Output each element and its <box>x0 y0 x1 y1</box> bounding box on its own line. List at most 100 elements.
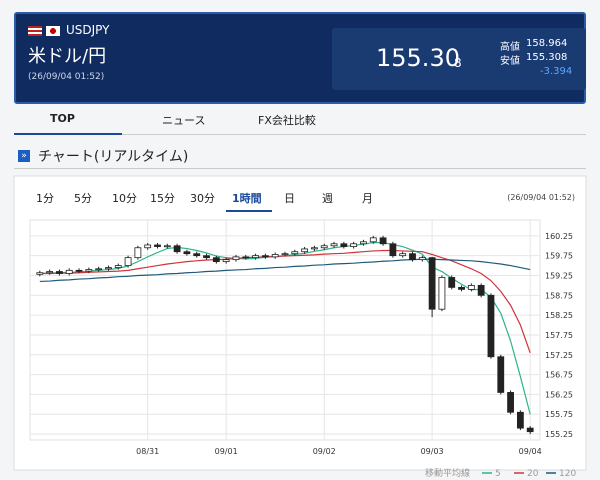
price: 155.30 <box>376 44 460 72</box>
candle-body <box>409 253 416 261</box>
tab-bar: TOP ニュース FX会社比較 <box>14 106 586 135</box>
candle-body <box>369 237 377 243</box>
x-tick-label: 09/03 <box>421 447 444 456</box>
candle-body <box>173 245 181 253</box>
candle-body <box>428 257 436 310</box>
y-tick-label: 159.75 <box>545 252 573 261</box>
legend-label: 5 <box>495 469 501 479</box>
candle-body <box>360 241 367 245</box>
y-tick-label: 158.75 <box>545 291 573 300</box>
divider <box>14 168 586 169</box>
quote-header: USDJPY 米ドル/円 (26/09/04 01:52) 155.30 8 高… <box>14 12 586 104</box>
candle-body <box>203 255 210 259</box>
pair-name: 米ドル/円 <box>28 46 107 67</box>
y-tick-label: 160.25 <box>545 232 573 241</box>
change: -3.394 <box>540 66 573 77</box>
candle-body <box>458 286 465 290</box>
candle-body <box>212 257 220 263</box>
candle-body <box>261 255 269 258</box>
legend-title: 移動平均線 <box>425 467 470 479</box>
x-tick-label: 08/31 <box>136 447 159 456</box>
y-tick-label: 157.75 <box>545 331 573 340</box>
x-tick-label: 09/01 <box>215 447 238 456</box>
candle-body <box>183 251 191 255</box>
candle-body <box>124 257 132 266</box>
candle-body <box>399 253 407 257</box>
x-tick-label: 09/04 <box>519 447 542 456</box>
candle-body <box>448 277 456 288</box>
plot-area <box>29 219 541 441</box>
low-label: 安値 <box>500 56 520 67</box>
candle-body <box>95 268 103 271</box>
candle-body <box>144 244 152 249</box>
active-tab <box>14 106 122 135</box>
candle-body <box>438 277 446 310</box>
timeframe-button[interactable]: 1時間 <box>232 191 262 205</box>
candle-body <box>222 259 230 263</box>
y-tick-label: 157.25 <box>545 351 573 360</box>
y-tick-label: 159.25 <box>545 271 573 280</box>
candle-body <box>252 255 259 259</box>
y-tick-label: 155.25 <box>545 430 573 439</box>
legend-label: 120 <box>559 469 576 479</box>
candle-body <box>418 257 426 261</box>
price-sub: 8 <box>454 56 462 70</box>
x-tick-label: 09/02 <box>313 447 336 456</box>
candle-body <box>75 269 83 272</box>
candle-body <box>232 256 240 261</box>
candle-body <box>467 285 475 290</box>
candle-body <box>330 243 338 247</box>
price-box: 155.30 8 高値 158.964 安値 155.308 -3.394 <box>332 28 586 90</box>
y-tick-label: 155.75 <box>545 410 573 419</box>
timeframe-button[interactable]: 10分 <box>112 192 137 205</box>
candle-body <box>134 247 142 259</box>
timeframe-button[interactable]: 5分 <box>74 192 92 205</box>
timeframe-button[interactable]: 日 <box>284 192 295 205</box>
candle-body <box>350 243 358 247</box>
timeframe-button[interactable]: 15分 <box>150 192 175 205</box>
candle-body <box>65 269 73 274</box>
candle-body <box>291 251 299 255</box>
flag-us <box>28 26 42 36</box>
candle-body <box>507 392 514 413</box>
candle-body <box>281 253 289 256</box>
candle-body <box>193 253 201 257</box>
candle-body <box>526 427 534 433</box>
timeframe-button[interactable]: 1分 <box>36 192 54 205</box>
tab[interactable]: TOP <box>50 112 75 125</box>
tab[interactable]: FX会社比較 <box>258 114 316 127</box>
chart-timestamp: (26/09/04 01:52) <box>507 193 575 202</box>
high-value: 158.964 <box>526 38 568 49</box>
candle-body <box>487 294 495 358</box>
candle-body <box>154 244 161 247</box>
candle-body <box>320 245 328 249</box>
low-value: 155.308 <box>526 52 568 63</box>
candle-body <box>105 267 112 270</box>
flag-jp <box>46 26 60 36</box>
candle-body <box>36 272 44 275</box>
timeframe-button[interactable]: 30分 <box>190 192 215 205</box>
candle-body <box>271 254 279 258</box>
section-title: チャート(リアルタイム) <box>38 149 189 165</box>
ma-line <box>39 258 531 283</box>
candle-body <box>114 265 122 268</box>
tab[interactable]: ニュース <box>162 114 206 127</box>
candle-body <box>46 271 54 274</box>
candle-body <box>242 256 250 259</box>
timestamp: (26/09/04 01:52) <box>28 72 105 82</box>
candle-body <box>301 248 309 253</box>
candle-body <box>477 285 485 296</box>
candle-body <box>516 411 524 429</box>
y-tick-label: 156.75 <box>545 371 573 380</box>
candle-body <box>389 243 397 257</box>
timeframe-button[interactable]: 月 <box>362 192 373 205</box>
legend-label: 20 <box>527 469 539 479</box>
candle-body <box>340 243 348 247</box>
candle-body <box>311 247 318 250</box>
candle-body <box>163 245 171 248</box>
timeframe-button[interactable]: 週 <box>322 192 333 205</box>
timeframe-active <box>226 210 272 212</box>
candle-body <box>497 356 505 393</box>
symbol: USDJPY <box>66 23 110 37</box>
